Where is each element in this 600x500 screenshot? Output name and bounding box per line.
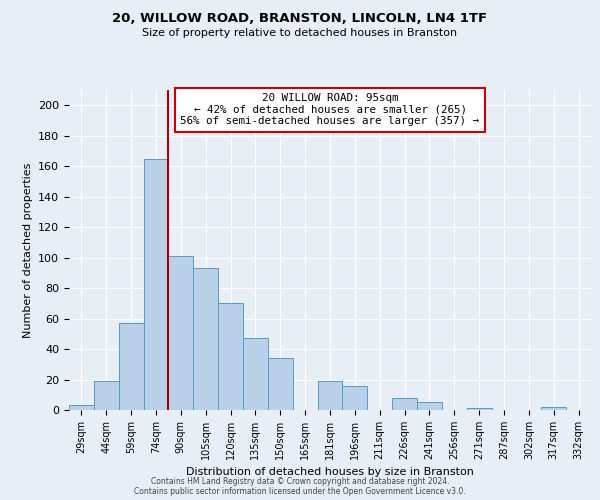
Bar bbox=[193, 268, 218, 410]
Bar bbox=[119, 323, 143, 410]
Bar bbox=[417, 402, 442, 410]
Bar bbox=[541, 407, 566, 410]
Text: Contains HM Land Registry data © Crown copyright and database right 2024.: Contains HM Land Registry data © Crown c… bbox=[151, 477, 449, 486]
Bar bbox=[268, 358, 293, 410]
Bar bbox=[343, 386, 367, 410]
Bar bbox=[243, 338, 268, 410]
Bar bbox=[143, 158, 169, 410]
Bar bbox=[169, 256, 193, 410]
Bar bbox=[218, 304, 243, 410]
Y-axis label: Number of detached properties: Number of detached properties bbox=[23, 162, 32, 338]
Text: 20 WILLOW ROAD: 95sqm
← 42% of detached houses are smaller (265)
56% of semi-det: 20 WILLOW ROAD: 95sqm ← 42% of detached … bbox=[181, 93, 479, 126]
Bar bbox=[94, 381, 119, 410]
Text: 20, WILLOW ROAD, BRANSTON, LINCOLN, LN4 1TF: 20, WILLOW ROAD, BRANSTON, LINCOLN, LN4 … bbox=[112, 12, 488, 26]
Bar bbox=[317, 381, 343, 410]
Bar bbox=[467, 408, 491, 410]
Text: Contains public sector information licensed under the Open Government Licence v3: Contains public sector information licen… bbox=[134, 487, 466, 496]
Bar bbox=[392, 398, 417, 410]
Bar bbox=[69, 406, 94, 410]
X-axis label: Distribution of detached houses by size in Branston: Distribution of detached houses by size … bbox=[186, 468, 474, 477]
Text: Size of property relative to detached houses in Branston: Size of property relative to detached ho… bbox=[142, 28, 458, 38]
